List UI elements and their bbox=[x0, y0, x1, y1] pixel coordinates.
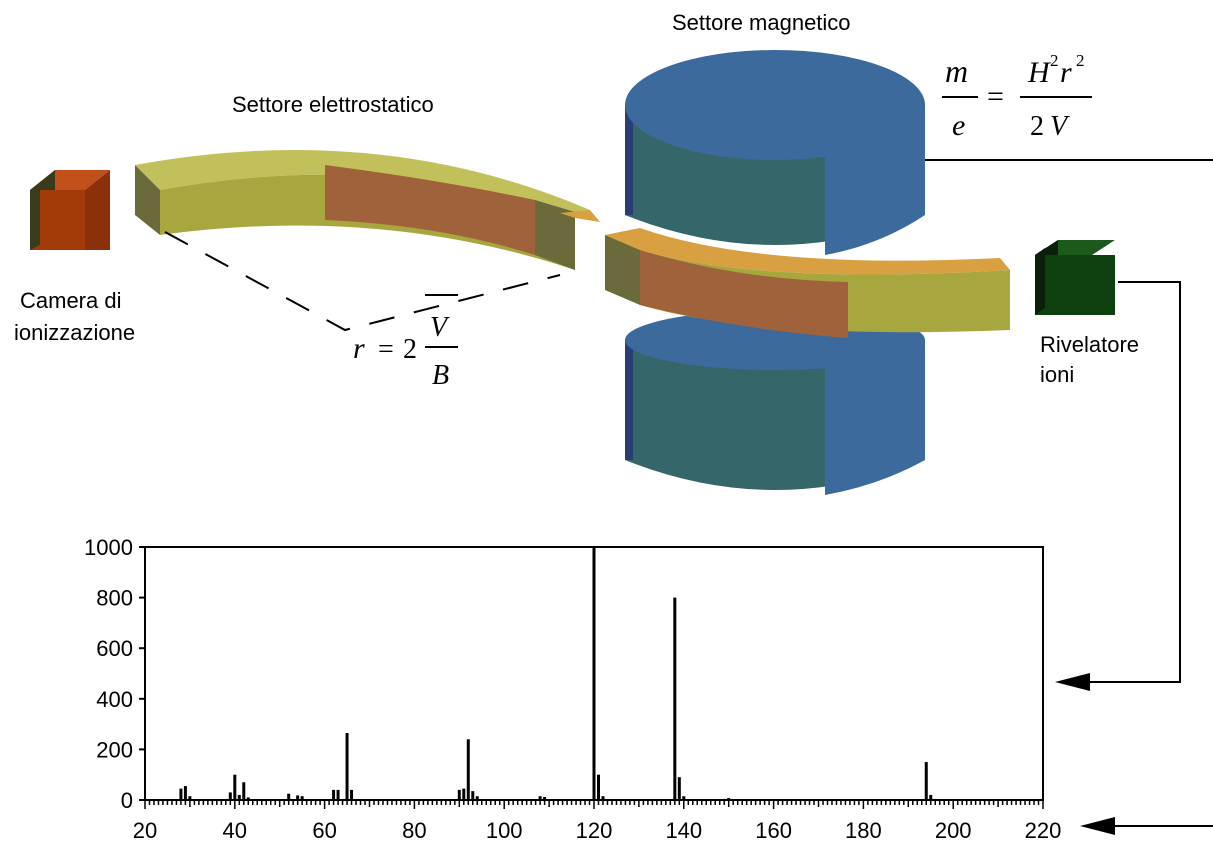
label-magnetic-sector: Settore magnetico bbox=[672, 10, 851, 35]
mc-formula-r: r bbox=[1060, 56, 1072, 89]
radius-formula-equals: = bbox=[378, 334, 394, 365]
x-tick-label: 100 bbox=[486, 818, 523, 843]
radius-formula-den: B bbox=[432, 360, 449, 391]
chamber-shade bbox=[30, 185, 40, 250]
radius-formula-num: V bbox=[430, 312, 450, 343]
mass-charge-formula: m e = H 2 r 2 2 V bbox=[942, 51, 1092, 142]
mc-formula-sup1: 2 bbox=[1050, 51, 1059, 70]
mc-formula-H: H bbox=[1027, 56, 1052, 89]
tube-middle-face bbox=[640, 250, 848, 338]
tube-left-end bbox=[605, 235, 640, 305]
y-tick-label: 400 bbox=[96, 687, 133, 712]
y-tick-label: 800 bbox=[96, 586, 133, 611]
x-tick-label: 180 bbox=[845, 818, 882, 843]
esa-left-end bbox=[135, 165, 160, 235]
label-electrostatic-sector: Settore elettrostatico bbox=[232, 92, 434, 117]
label-chamber-line1: Camera di bbox=[20, 288, 121, 313]
x-tick-label: 220 bbox=[1025, 818, 1062, 843]
y-axis: 0 200 400 600 800 1000 bbox=[84, 535, 145, 813]
x-tick-label: 120 bbox=[576, 818, 613, 843]
tube-top-face bbox=[605, 228, 1010, 275]
radius-formula-coef: 2 bbox=[403, 334, 417, 365]
radius-dashed-line bbox=[164, 231, 561, 332]
lower-pole-right bbox=[825, 340, 925, 495]
detector-shade bbox=[1035, 248, 1045, 315]
detector-signal-line bbox=[1088, 281, 1181, 683]
esa-right-end bbox=[535, 200, 575, 270]
magnet-upper-pole bbox=[625, 50, 925, 255]
magnetic-flight-tube bbox=[605, 228, 1010, 338]
ionization-chamber bbox=[30, 170, 110, 250]
label-chamber-line2: ionizzazione bbox=[14, 320, 135, 345]
mc-formula-m: m bbox=[945, 53, 968, 89]
peaks-series bbox=[179, 547, 933, 800]
x-tick-label: 40 bbox=[223, 818, 247, 843]
y-tick-label: 200 bbox=[96, 737, 133, 762]
upper-pole-edge bbox=[625, 105, 633, 215]
radius-formula-lhs: r bbox=[353, 332, 365, 365]
y-tick-label: 1000 bbox=[84, 535, 133, 560]
esa-tip bbox=[560, 210, 600, 222]
label-detector-line2: ioni bbox=[1040, 362, 1074, 387]
x-tick-label: 200 bbox=[935, 818, 972, 843]
radius-formula: r = 2 V B bbox=[353, 294, 458, 391]
esa-top-face bbox=[135, 150, 590, 215]
y-tick-label: 600 bbox=[96, 636, 133, 661]
upper-pole-top bbox=[625, 50, 925, 160]
electrostatic-sector bbox=[135, 150, 600, 270]
detector-signal-arrow bbox=[1055, 673, 1090, 691]
mass-spectrum-chart: 0 200 400 600 800 1000 20 40 60 80 100 120 140 160 18… bbox=[84, 535, 1061, 843]
mc-formula-e: e bbox=[952, 109, 965, 142]
lower-pole-edge bbox=[625, 340, 633, 460]
x-tick-label: 60 bbox=[312, 818, 336, 843]
mc-formula-equals: = bbox=[987, 80, 1004, 113]
mc-formula-sup2: 2 bbox=[1076, 51, 1085, 70]
x-tick-label: 20 bbox=[133, 818, 157, 843]
x-axis: 20 40 60 80 100 120 140 160 180 200 220 bbox=[133, 800, 1062, 843]
label-detector-line1: Rivelatore bbox=[1040, 332, 1139, 357]
magnet-lower-pole bbox=[625, 310, 925, 495]
x-tick-label: 140 bbox=[665, 818, 702, 843]
chamber-right bbox=[85, 170, 110, 250]
esa-middle-face bbox=[325, 165, 535, 255]
ion-detector bbox=[1035, 240, 1115, 315]
y-tick-label: 0 bbox=[121, 788, 133, 813]
x-tick-label: 80 bbox=[402, 818, 426, 843]
mc-formula-2: 2 bbox=[1030, 111, 1044, 142]
mc-formula-V: V bbox=[1050, 111, 1070, 142]
x-tick-label: 160 bbox=[755, 818, 792, 843]
detector-front bbox=[1035, 255, 1115, 315]
axis-feed-arrow bbox=[1080, 817, 1115, 835]
